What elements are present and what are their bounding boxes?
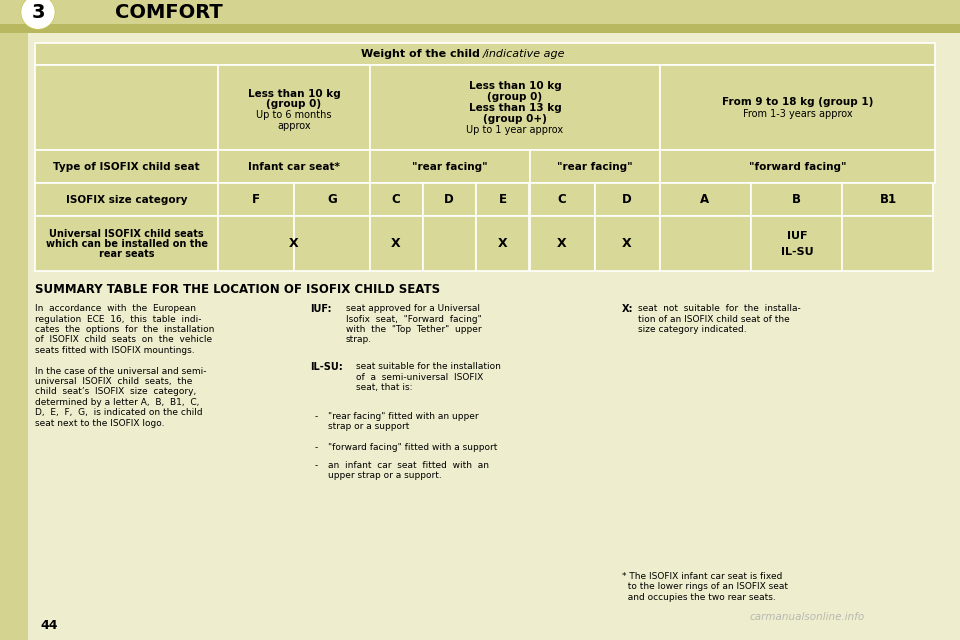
- Text: 44: 44: [40, 618, 58, 632]
- Text: "forward facing" fitted with a support: "forward facing" fitted with a support: [328, 443, 497, 452]
- Text: IUF: IUF: [787, 230, 807, 241]
- FancyBboxPatch shape: [842, 183, 933, 216]
- FancyBboxPatch shape: [530, 183, 595, 216]
- Text: SUMMARY TABLE FOR THE LOCATION OF ISOFIX CHILD SEATS: SUMMARY TABLE FOR THE LOCATION OF ISOFIX…: [35, 283, 440, 296]
- Text: COMFORT: COMFORT: [115, 3, 223, 22]
- Text: Less than 13 kg: Less than 13 kg: [468, 102, 562, 113]
- Text: IL-SU: IL-SU: [780, 246, 813, 257]
- Text: seat  not  suitable  for  the  installa-
tion of an ISOFIX child seat of the
siz: seat not suitable for the installa- tion…: [638, 304, 801, 334]
- FancyBboxPatch shape: [0, 24, 960, 33]
- FancyBboxPatch shape: [218, 65, 370, 150]
- FancyBboxPatch shape: [595, 183, 660, 216]
- FancyBboxPatch shape: [660, 150, 935, 183]
- FancyBboxPatch shape: [294, 216, 370, 271]
- Text: which can be installed on the: which can be installed on the: [45, 239, 207, 249]
- Text: (group 0): (group 0): [488, 92, 542, 102]
- Text: Infant car seat*: Infant car seat*: [248, 162, 340, 172]
- FancyBboxPatch shape: [751, 183, 842, 216]
- FancyBboxPatch shape: [660, 216, 751, 271]
- Text: (group 0): (group 0): [267, 99, 322, 109]
- Text: Up to 6 months: Up to 6 months: [256, 109, 332, 120]
- Text: X:: X:: [622, 304, 634, 314]
- Text: Less than 10 kg: Less than 10 kg: [468, 81, 562, 91]
- FancyBboxPatch shape: [476, 216, 529, 271]
- FancyBboxPatch shape: [595, 216, 660, 271]
- Text: C: C: [558, 193, 566, 206]
- FancyBboxPatch shape: [660, 183, 751, 216]
- Text: A: A: [701, 193, 709, 206]
- Text: ISOFIX size category: ISOFIX size category: [65, 195, 187, 205]
- FancyBboxPatch shape: [423, 216, 476, 271]
- Text: rear seats: rear seats: [99, 249, 155, 259]
- Text: (group 0+): (group 0+): [483, 114, 547, 124]
- Text: Universal ISOFIX child seats: Universal ISOFIX child seats: [49, 228, 204, 239]
- Text: "forward facing": "forward facing": [749, 162, 847, 172]
- Text: IUF:: IUF:: [310, 304, 331, 314]
- Text: X: X: [391, 237, 401, 250]
- Text: 3: 3: [32, 3, 45, 22]
- Text: C: C: [392, 193, 400, 206]
- Text: "rear facing": "rear facing": [557, 162, 633, 172]
- Text: E: E: [499, 193, 507, 206]
- FancyBboxPatch shape: [218, 183, 294, 216]
- Text: IL-SU:: IL-SU:: [310, 362, 343, 372]
- Text: D: D: [444, 193, 454, 206]
- FancyBboxPatch shape: [0, 0, 960, 25]
- FancyBboxPatch shape: [218, 150, 370, 183]
- FancyBboxPatch shape: [218, 216, 294, 271]
- Text: Type of ISOFIX child seat: Type of ISOFIX child seat: [53, 162, 200, 172]
- FancyBboxPatch shape: [530, 216, 595, 271]
- FancyBboxPatch shape: [476, 183, 529, 216]
- FancyBboxPatch shape: [35, 150, 218, 183]
- Text: X: X: [622, 237, 632, 250]
- Text: In  accordance  with  the  European
regulation  ECE  16,  this  table  indi-
cat: In accordance with the European regulati…: [35, 304, 214, 428]
- Text: seat suitable for the installation
of  a  semi-universal  ISOFIX
seat, that is:: seat suitable for the installation of a …: [356, 362, 501, 392]
- Circle shape: [22, 0, 54, 28]
- FancyBboxPatch shape: [294, 183, 370, 216]
- FancyBboxPatch shape: [35, 183, 218, 216]
- FancyBboxPatch shape: [751, 216, 842, 271]
- Text: "rear facing": "rear facing": [412, 162, 488, 172]
- FancyBboxPatch shape: [370, 150, 530, 183]
- Text: an  infant  car  seat  fitted  with  an
upper strap or a support.: an infant car seat fitted with an upper …: [328, 461, 489, 481]
- Text: -: -: [315, 412, 319, 421]
- FancyBboxPatch shape: [35, 44, 935, 65]
- Text: G: G: [327, 193, 337, 206]
- FancyBboxPatch shape: [423, 183, 476, 216]
- FancyBboxPatch shape: [0, 33, 28, 640]
- Text: D: D: [622, 193, 632, 206]
- Text: F: F: [252, 193, 260, 206]
- Text: B: B: [791, 193, 801, 206]
- FancyBboxPatch shape: [370, 65, 660, 150]
- Text: approx: approx: [277, 121, 311, 131]
- FancyBboxPatch shape: [660, 65, 935, 150]
- Text: From 9 to 18 kg (group 1): From 9 to 18 kg (group 1): [722, 97, 874, 107]
- Text: Up to 1 year approx: Up to 1 year approx: [467, 125, 564, 134]
- Text: * The ISOFIX infant car seat is fixed
  to the lower rings of an ISOFIX seat
  a: * The ISOFIX infant car seat is fixed to…: [622, 572, 788, 602]
- Text: B1: B1: [879, 193, 897, 206]
- Text: -: -: [315, 461, 319, 470]
- FancyBboxPatch shape: [842, 216, 933, 271]
- Text: carmanualsonline.info: carmanualsonline.info: [750, 612, 865, 622]
- FancyBboxPatch shape: [370, 183, 423, 216]
- FancyBboxPatch shape: [530, 150, 660, 183]
- Text: Less than 10 kg: Less than 10 kg: [248, 89, 341, 99]
- Text: /indicative age: /indicative age: [483, 49, 565, 60]
- FancyBboxPatch shape: [370, 216, 423, 271]
- Text: -: -: [315, 443, 319, 452]
- Text: Weight of the child: Weight of the child: [361, 49, 480, 60]
- Text: "rear facing" fitted with an upper
strap or a support: "rear facing" fitted with an upper strap…: [328, 412, 479, 431]
- FancyBboxPatch shape: [35, 65, 218, 150]
- Text: X: X: [557, 237, 566, 250]
- FancyBboxPatch shape: [35, 216, 218, 271]
- Text: X: X: [289, 237, 299, 250]
- Text: From 1-3 years approx: From 1-3 years approx: [743, 109, 852, 118]
- Text: seat approved for a Universal
Isofix  seat,  "Forward  facing"
with  the  "Top  : seat approved for a Universal Isofix sea…: [346, 304, 482, 344]
- Text: X: X: [498, 237, 508, 250]
